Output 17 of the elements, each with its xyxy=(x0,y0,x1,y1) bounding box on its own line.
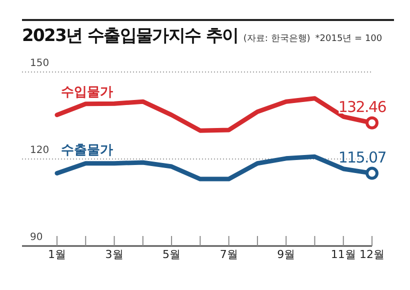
y-tick-label: 90 xyxy=(30,232,43,243)
x-tick-label: 9월 xyxy=(277,248,296,261)
x-tick-label: 3월 xyxy=(105,248,124,261)
chart-subtitle: (자료: 한국은행) xyxy=(243,33,310,45)
series-label: 수출물가 xyxy=(61,143,113,158)
x-tick-label: 1월 xyxy=(48,248,66,261)
y-tick-label: 150 xyxy=(30,58,50,69)
text: *2015년 = 100 xyxy=(315,33,382,45)
x-tick-label: 7월 xyxy=(220,248,238,261)
x-tick-label: 12월 xyxy=(360,248,384,261)
y-tick-label: 120 xyxy=(30,145,50,156)
x-tick-label: 5월 xyxy=(162,248,181,261)
chart-title: 2023년 수출입물가지수 추이 xyxy=(22,25,238,47)
data-label: 115.07 xyxy=(338,148,386,166)
series-label: 수입물가 xyxy=(61,84,113,100)
data-label: 132.46 xyxy=(338,98,386,116)
x-tick-label: 11월 xyxy=(330,248,356,261)
